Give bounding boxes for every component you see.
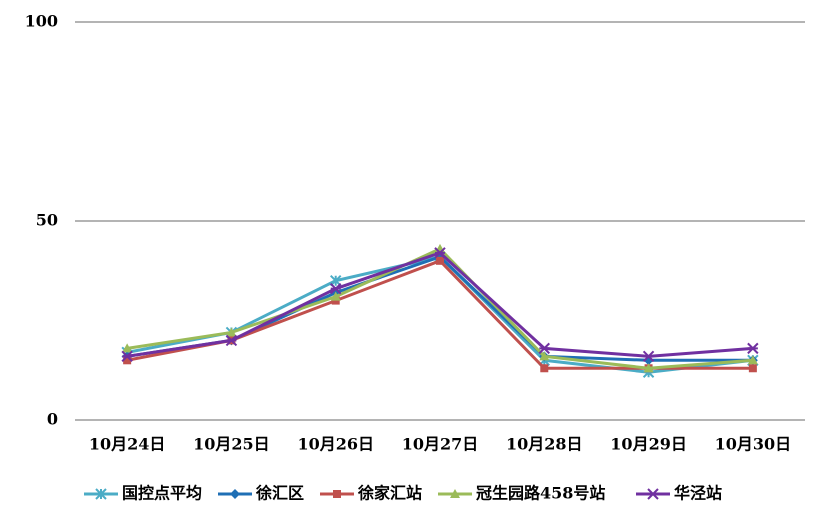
marker: [747, 342, 759, 355]
marker: [647, 488, 659, 500]
legend-label: 华泾站: [674, 484, 722, 503]
marker: [225, 334, 238, 347]
marker: [121, 350, 133, 363]
marker: [642, 350, 655, 363]
legend-item: 冠生园路458号站: [438, 484, 605, 503]
legend-label: 冠生园路458号站: [476, 484, 605, 503]
legend-item: 国控点平均: [84, 484, 202, 503]
marker: [333, 490, 341, 498]
marker: [436, 256, 444, 265]
marker: [643, 363, 654, 373]
x-tick-label: 10月25日: [193, 435, 270, 454]
x-tick-label: 10月26日: [297, 435, 374, 454]
marker: [450, 489, 460, 498]
marker: [748, 364, 757, 373]
legend-label: 国控点平均: [122, 484, 202, 503]
marker: [230, 489, 240, 499]
marker: [330, 282, 342, 295]
x-tick-label: 10月30日: [715, 435, 792, 454]
x-tick-label: 10月28日: [506, 435, 583, 454]
series-line: [126, 259, 753, 370]
marker: [226, 327, 237, 337]
marker: [540, 364, 549, 373]
legend-label: 徐家汇站: [357, 484, 422, 503]
x-tick-label: 10月24日: [89, 435, 166, 454]
legend-label: 徐汇区: [255, 484, 304, 503]
marker: [122, 343, 133, 353]
marker: [330, 291, 341, 301]
marker: [95, 488, 107, 500]
marker: [123, 356, 132, 365]
y-tick-label: 50: [36, 211, 58, 230]
marker: [538, 342, 550, 355]
marker: [747, 355, 758, 365]
series-line: [126, 255, 753, 362]
x-tick-label: 10月29日: [610, 435, 687, 454]
series-line: [126, 251, 753, 358]
series-line: [126, 247, 753, 370]
y-tick-label: 100: [25, 12, 58, 31]
y-tick-label: 0: [47, 410, 58, 429]
legend-item: 徐汇区: [218, 484, 304, 503]
legend-item: 华泾站: [636, 484, 722, 503]
x-tick-label: 10月27日: [402, 435, 479, 454]
legend-item: 徐家汇站: [320, 484, 422, 503]
marker: [434, 247, 446, 259]
marker: [539, 351, 550, 361]
